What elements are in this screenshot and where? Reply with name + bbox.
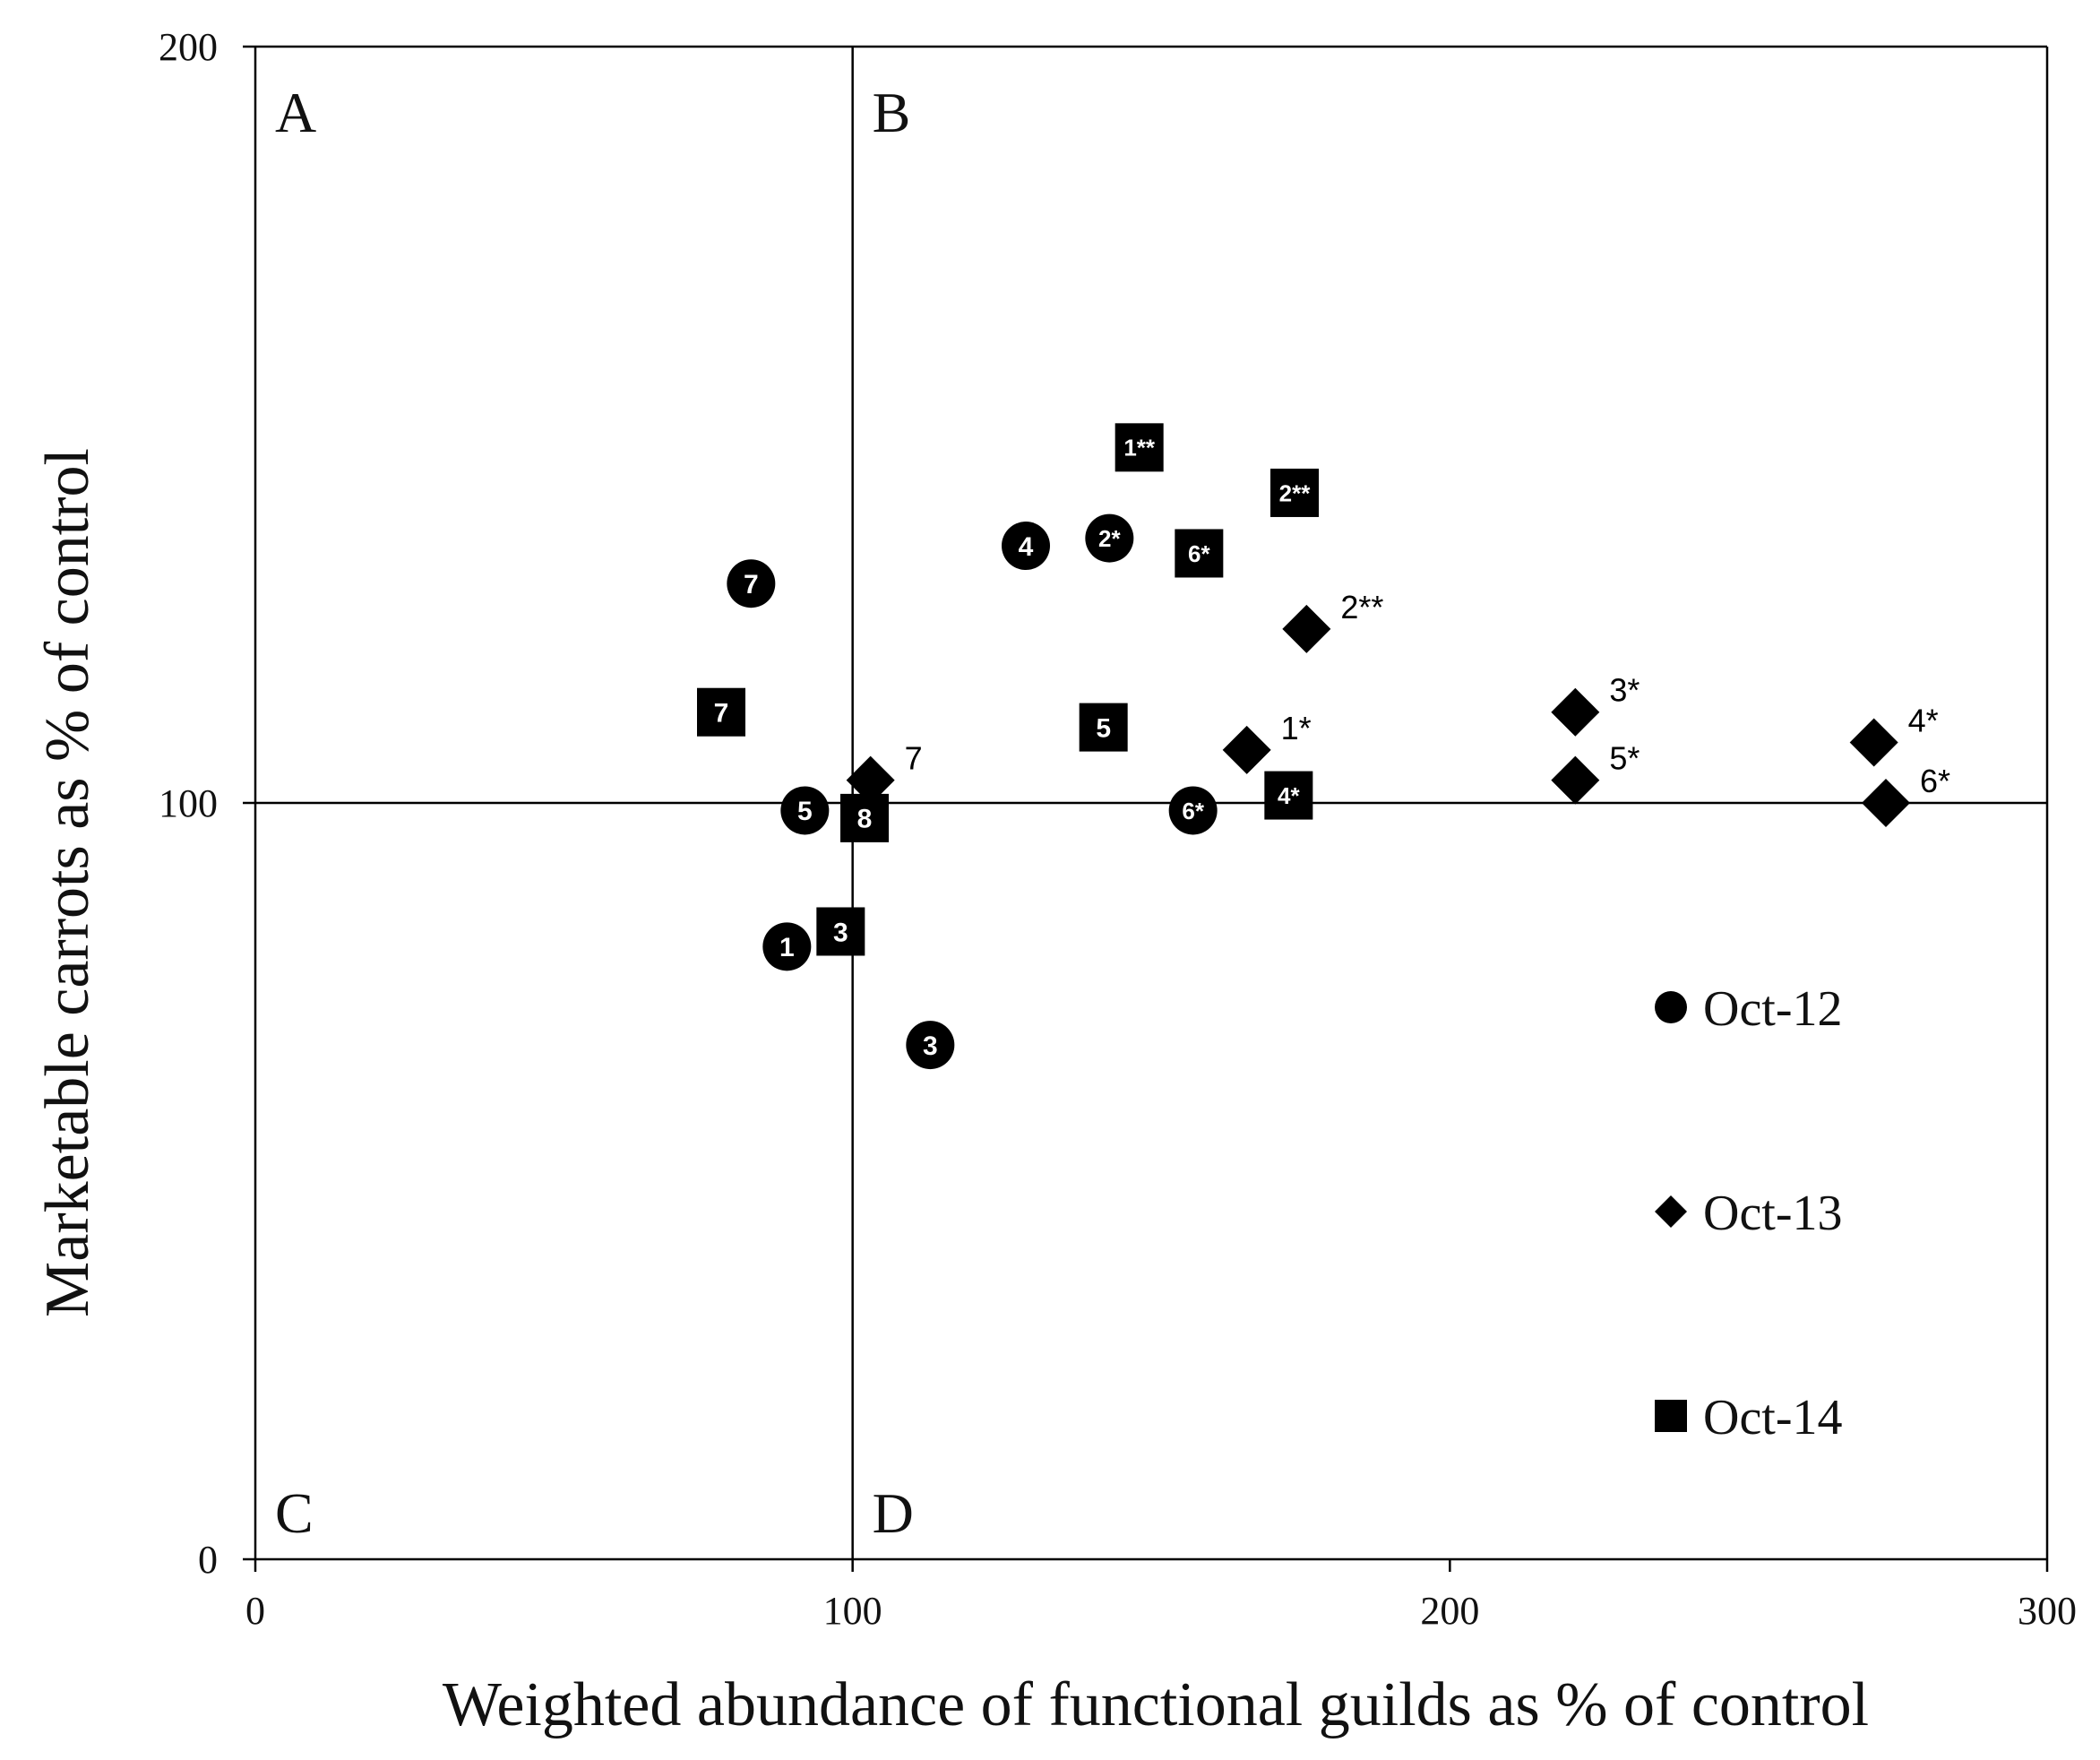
quadrant-label-a: A bbox=[275, 81, 316, 144]
point-marker bbox=[1085, 513, 1134, 563]
series-oct-13: 1* 2** 3* 4* 5* 6* 7 bbox=[846, 589, 1950, 827]
legend-marker bbox=[1655, 1195, 1687, 1228]
point-label: 5 bbox=[1096, 713, 1111, 743]
point-label: 8 bbox=[857, 805, 873, 834]
point-marker bbox=[762, 922, 812, 971]
point-marker bbox=[1168, 786, 1218, 835]
y-tick-label: 200 bbox=[159, 25, 218, 69]
point-marker bbox=[1270, 468, 1319, 517]
legend-item-oct-13: Oct-13 bbox=[1655, 1186, 1843, 1241]
point-marker bbox=[1264, 771, 1313, 820]
x-tick-label: 200 bbox=[1420, 1589, 1479, 1633]
series-oct-12: 1 2* 3 4 5 6* 7 bbox=[727, 513, 1218, 1070]
point-label: 1* bbox=[1281, 710, 1312, 746]
point-label: 6* bbox=[1920, 763, 1950, 799]
plot-frame bbox=[254, 45, 2049, 1561]
point-marker bbox=[1551, 755, 1600, 805]
x-tick-label: 100 bbox=[823, 1589, 882, 1633]
point-label: 6* bbox=[1182, 798, 1204, 824]
point-marker bbox=[1175, 529, 1224, 578]
legend: Oct-12 Oct-13 Oct-14 bbox=[1655, 981, 1843, 1445]
x-tick-label: 300 bbox=[2018, 1589, 2077, 1633]
y-tick-label: 0 bbox=[198, 1538, 218, 1582]
quadrant-labels: A B C D bbox=[275, 81, 914, 1545]
x-tick-label: 0 bbox=[245, 1589, 265, 1633]
point-marker bbox=[840, 793, 889, 842]
point-marker bbox=[697, 687, 745, 737]
quadrant-label-c: C bbox=[275, 1481, 314, 1545]
y-tick-label: 100 bbox=[159, 781, 218, 825]
legend-marker bbox=[1655, 1400, 1687, 1432]
legend-label: Oct-12 bbox=[1703, 981, 1843, 1037]
legend-item-oct-12: Oct-12 bbox=[1655, 981, 1843, 1037]
point-marker bbox=[1551, 687, 1600, 737]
point-label: 1 bbox=[779, 933, 795, 962]
point-label: 1** bbox=[1123, 435, 1156, 462]
point-label: 2** bbox=[1279, 479, 1312, 506]
point-label: 3 bbox=[833, 918, 848, 947]
legend-marker bbox=[1655, 991, 1687, 1023]
point-label: 2** bbox=[1340, 589, 1383, 625]
axis-ticks: 0 100 200 300 0 100 200 bbox=[159, 25, 2077, 1633]
point-marker bbox=[1222, 725, 1271, 774]
point-label: 7 bbox=[905, 740, 923, 777]
data-points: 1 2* 3 4 5 6* 7 1* 2** 3* 4* 5* 6* 7 1** 2** 3 4* 5 6* 7 8 bbox=[697, 423, 1950, 1070]
x-axis-title: Weighted abundance of functional guilds … bbox=[443, 1670, 1869, 1739]
point-label: 3 bbox=[923, 1031, 938, 1061]
point-marker bbox=[1282, 604, 1331, 653]
point-marker bbox=[816, 907, 865, 956]
point-label: 5 bbox=[797, 797, 813, 826]
point-label: 3* bbox=[1609, 672, 1640, 709]
legend-label: Oct-13 bbox=[1703, 1186, 1843, 1241]
series-oct-14: 1** 2** 3 4* 5 6* 7 8 bbox=[697, 423, 1319, 956]
point-marker bbox=[727, 559, 776, 608]
point-marker bbox=[780, 786, 830, 835]
quadrant-label-b: B bbox=[873, 81, 911, 144]
point-label: 6* bbox=[1188, 540, 1210, 567]
point-marker bbox=[906, 1021, 955, 1070]
point-label: 4* bbox=[1278, 782, 1300, 809]
legend-label: Oct-14 bbox=[1703, 1390, 1843, 1445]
point-marker bbox=[1002, 522, 1050, 571]
legend-item-oct-14: Oct-14 bbox=[1655, 1390, 1843, 1445]
point-label: 4* bbox=[1908, 702, 1939, 738]
point-label: 4 bbox=[1019, 532, 1034, 562]
point-marker bbox=[1079, 703, 1128, 752]
point-label: 2* bbox=[1098, 525, 1121, 552]
point-label: 5* bbox=[1609, 740, 1640, 777]
point-marker bbox=[1115, 423, 1164, 472]
point-marker bbox=[846, 755, 895, 805]
point-label: 7 bbox=[714, 699, 729, 729]
quadrant-label-d: D bbox=[873, 1481, 914, 1545]
point-marker bbox=[1849, 718, 1898, 767]
point-label: 7 bbox=[744, 570, 759, 600]
point-marker bbox=[1862, 779, 1910, 827]
y-axis-title: Marketable carrots as % of control bbox=[33, 448, 102, 1317]
